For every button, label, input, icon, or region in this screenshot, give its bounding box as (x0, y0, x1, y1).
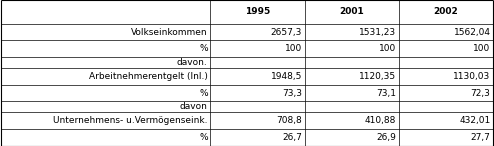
Text: 1120,35: 1120,35 (359, 72, 396, 81)
Text: 72,3: 72,3 (471, 89, 491, 98)
Text: 27,7: 27,7 (471, 133, 491, 142)
Text: 100: 100 (285, 44, 302, 53)
Text: davon.: davon. (177, 58, 207, 67)
Text: 410,88: 410,88 (365, 116, 396, 125)
Text: Volkseinkommen: Volkseinkommen (131, 28, 207, 36)
Text: 2001: 2001 (339, 7, 364, 16)
Text: Unternehmens- u.Vermögenseink.: Unternehmens- u.Vermögenseink. (53, 116, 207, 125)
Text: %: % (199, 44, 207, 53)
Text: 432,01: 432,01 (459, 116, 491, 125)
Text: 1948,5: 1948,5 (271, 72, 302, 81)
Text: %: % (199, 133, 207, 142)
Text: 100: 100 (379, 44, 396, 53)
Text: 2657,3: 2657,3 (271, 28, 302, 36)
Text: 1130,03: 1130,03 (453, 72, 491, 81)
Text: 2002: 2002 (433, 7, 458, 16)
Text: 26,9: 26,9 (376, 133, 396, 142)
Text: Arbeitnehmerentgelt (Inl.): Arbeitnehmerentgelt (Inl.) (89, 72, 207, 81)
Text: 708,8: 708,8 (276, 116, 302, 125)
Text: 100: 100 (473, 44, 491, 53)
Text: 26,7: 26,7 (282, 133, 302, 142)
Text: 73,1: 73,1 (376, 89, 396, 98)
Text: 1531,23: 1531,23 (359, 28, 396, 36)
Text: 73,3: 73,3 (282, 89, 302, 98)
Text: davon: davon (180, 102, 207, 111)
Text: 1562,04: 1562,04 (453, 28, 491, 36)
Text: 1995: 1995 (245, 7, 270, 16)
Text: %: % (199, 89, 207, 98)
